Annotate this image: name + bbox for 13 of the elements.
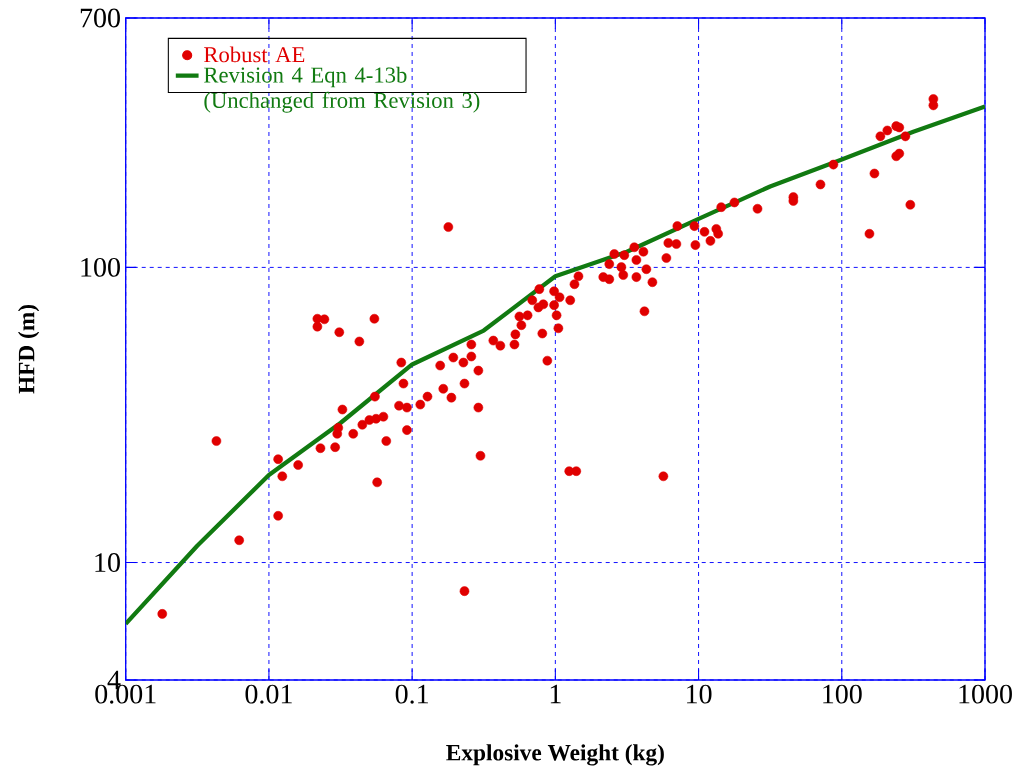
- x-tick-label: 1: [550, 684, 561, 704]
- x-tick-label: 100: [823, 684, 862, 704]
- x-tick-label: 0.01: [245, 684, 292, 704]
- x-axis-title: Explosive Weight (kg): [446, 744, 664, 766]
- x-tick-label: 0.1: [395, 684, 428, 704]
- y-axis-title: HFD (m): [18, 304, 40, 394]
- x-tick-label: 10: [687, 684, 712, 704]
- legend-label: Robust AE: [204, 46, 305, 63]
- y-tick-label: 700: [80, 8, 120, 28]
- y-tick-label: 10: [95, 553, 120, 572]
- legend-label: Revision 4 Eqn 4-13b (Unchanged from Revision 3): [204, 66, 480, 113]
- y-tick-label: 100: [81, 257, 120, 277]
- x-tick-label: 1000: [959, 684, 1012, 704]
